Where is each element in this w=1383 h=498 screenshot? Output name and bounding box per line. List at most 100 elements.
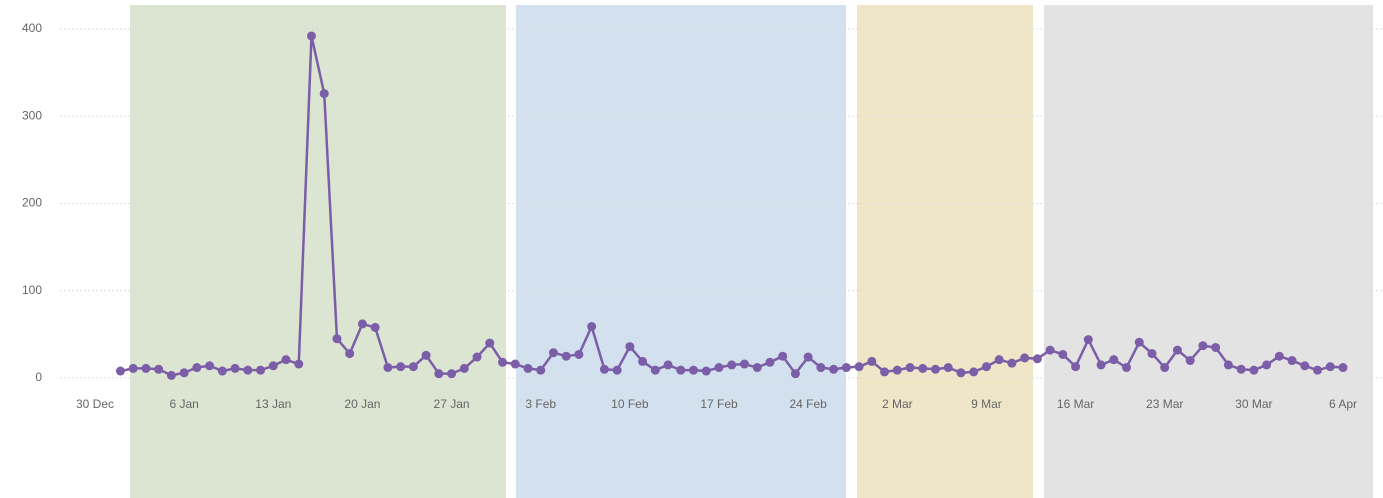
point (778, 351, 788, 361)
x-tick-label: 6 Apr (1329, 397, 1357, 411)
point (256, 365, 266, 375)
point (1249, 365, 1259, 375)
point (345, 349, 355, 359)
point (1338, 363, 1348, 373)
point (701, 366, 711, 376)
point (905, 363, 915, 373)
point (714, 363, 724, 373)
point (1172, 345, 1182, 355)
point (1032, 354, 1042, 364)
point (790, 369, 800, 379)
point (1045, 345, 1055, 355)
point (1058, 349, 1068, 359)
point (1325, 362, 1335, 372)
y-tick-label: 100 (22, 283, 42, 297)
point (1287, 356, 1297, 366)
point (612, 365, 622, 375)
point (650, 365, 660, 375)
point (1071, 362, 1081, 372)
point (625, 342, 635, 352)
point (154, 364, 164, 374)
x-tick-label: 30 Mar (1235, 397, 1272, 411)
x-tick-label: 16 Mar (1057, 397, 1094, 411)
point (408, 362, 418, 372)
point (128, 363, 138, 373)
x-tick-label: 13 Jan (255, 397, 291, 411)
point (1020, 353, 1030, 363)
point (854, 362, 864, 372)
x-tick-label: 3 Feb (525, 397, 556, 411)
point (1007, 358, 1017, 368)
point (803, 352, 813, 362)
point (727, 360, 737, 370)
point (192, 363, 202, 373)
point (459, 363, 469, 373)
point (867, 356, 877, 366)
point (306, 31, 316, 41)
point (205, 361, 215, 371)
point (1147, 349, 1157, 359)
x-tick-label: 24 Feb (789, 397, 827, 411)
point (281, 355, 291, 365)
point (179, 368, 189, 378)
point (930, 364, 940, 374)
y-tick-label: 300 (22, 108, 42, 122)
point (918, 363, 928, 373)
x-tick-label: 6 Jan (169, 397, 198, 411)
x-tick-label: 23 Mar (1146, 397, 1183, 411)
point (1160, 363, 1170, 373)
point (447, 369, 457, 379)
point (243, 365, 253, 375)
point (472, 352, 482, 362)
point (141, 363, 151, 373)
period-band (130, 5, 506, 498)
x-tick-label: 10 Feb (611, 397, 649, 411)
point (294, 359, 304, 369)
x-tick-label: 2 Mar (882, 397, 913, 411)
point (752, 363, 762, 373)
point (1313, 365, 1323, 375)
point (115, 366, 125, 376)
point (587, 322, 597, 332)
point (574, 349, 584, 359)
point (523, 363, 533, 373)
point (383, 363, 393, 373)
point (1223, 360, 1233, 370)
point (638, 356, 648, 366)
period-band (1044, 5, 1373, 498)
point (498, 357, 508, 367)
point (956, 368, 966, 378)
point (357, 319, 367, 329)
point (676, 365, 686, 375)
x-tick-label: 27 Jan (434, 397, 470, 411)
point (1211, 342, 1221, 352)
point (421, 350, 431, 360)
point (1236, 364, 1246, 374)
point (510, 359, 520, 369)
point (765, 357, 775, 367)
point (880, 367, 890, 377)
point (599, 364, 609, 374)
point (841, 363, 851, 373)
point (1198, 341, 1208, 351)
point (1109, 355, 1119, 365)
point (548, 348, 558, 358)
point (816, 363, 826, 373)
point (166, 370, 176, 380)
point (739, 359, 749, 369)
point (370, 322, 380, 332)
point (663, 360, 673, 370)
point (943, 363, 953, 373)
point (396, 362, 406, 372)
x-tick-label: 9 Mar (971, 397, 1002, 411)
point (981, 362, 991, 372)
point (689, 365, 699, 375)
y-tick-label: 400 (22, 21, 42, 35)
y-tick-label: 200 (22, 196, 42, 210)
point (969, 367, 979, 377)
point (561, 351, 571, 361)
x-tick-label: 17 Feb (700, 397, 738, 411)
y-tick-label: 0 (35, 370, 42, 384)
point (1185, 356, 1195, 366)
